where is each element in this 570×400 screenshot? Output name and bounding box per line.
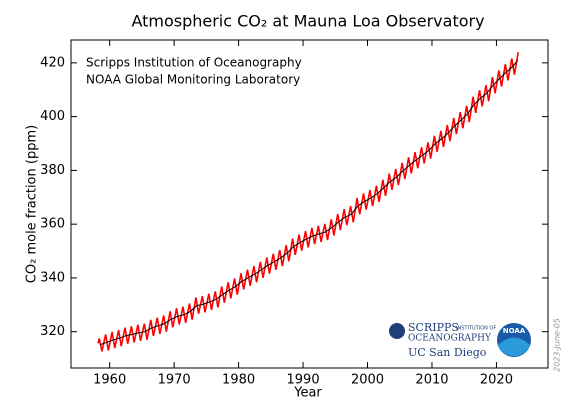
plot-frame (70, 39, 549, 369)
x-tick-label: 1980 (222, 373, 255, 388)
y-tick-label: 360 (40, 217, 65, 232)
annotation: NOAA Global Monitoring Laboratory (86, 73, 300, 87)
y-tick-label: 340 (40, 270, 65, 285)
logo-text: NOAA (503, 327, 526, 335)
y-tick-label: 420 (40, 55, 65, 70)
x-tick-label: 2010 (415, 373, 448, 388)
date-note: 2023-June-05 (553, 318, 562, 372)
chart-title: Atmospheric CO₂ at Mauna Loa Observatory (131, 12, 484, 31)
data-line (97, 51, 520, 352)
y-tick-label: 400 (40, 109, 65, 124)
x-tick-label: 1990 (287, 373, 320, 388)
x-tick-label: 2000 (351, 373, 384, 388)
x-tick-label: 1970 (158, 373, 191, 388)
logo-text: OCEANOGRAPHY (408, 334, 492, 344)
x-tick-label: 2020 (480, 373, 513, 388)
scripps-emblem (389, 323, 405, 339)
y-tick-label: 380 (40, 163, 65, 178)
logo-text: UC San Diego (408, 346, 487, 359)
y-axis-label: CO₂ mole fraction (ppm) (25, 125, 40, 283)
data-line (99, 60, 519, 346)
y-tick-label: 320 (40, 324, 65, 339)
logos: SCRIPPS INSTITUTION OF OCEANOGRAPHY UC S… (389, 321, 531, 359)
noaa-wave (498, 337, 530, 357)
x-tick-label: 1960 (93, 373, 126, 388)
logo-text: SCRIPPS (408, 321, 459, 334)
x-axis-label: Year (293, 386, 322, 400)
annotation: Scripps Institution of Oceanography (86, 56, 302, 70)
logo-text: INSTITUTION OF (456, 326, 496, 332)
